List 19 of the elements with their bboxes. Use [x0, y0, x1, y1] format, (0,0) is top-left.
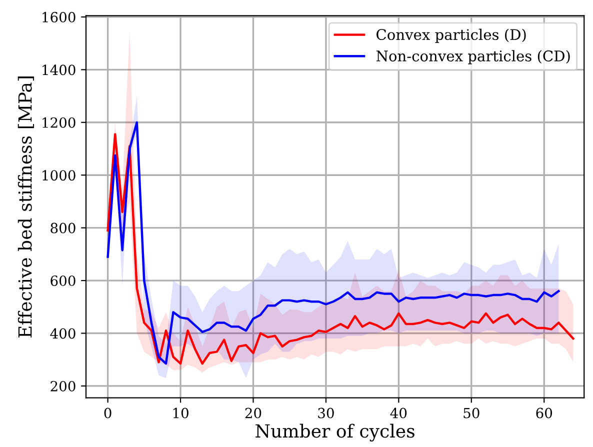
y-tick-label: 1400 [42, 64, 76, 76]
y-tick-label: 1000 [42, 170, 76, 181]
y-tick-label: 1200 [42, 117, 76, 128]
y-tick-label: 1600 [42, 12, 76, 22]
x-tick-label: 20 [245, 408, 262, 418]
y-axis-title: Effective bed stiffness [MPa] [18, 76, 34, 338]
legend-label: Non-convex particles (CD) [376, 50, 570, 64]
x-tick-label: 30 [318, 408, 334, 418]
x-tick-label: 60 [536, 408, 552, 418]
x-tick-label: 40 [390, 408, 407, 418]
x-tick-label: 10 [173, 408, 188, 418]
y-tick-label: 400 [50, 328, 76, 339]
y-tick-label: 800 [50, 222, 76, 234]
y-tick-label: 600 [50, 276, 76, 286]
x-axis-title: Number of cycles [256, 424, 414, 442]
legend-label: Convex particles (D) [376, 28, 526, 43]
x-tick-label: 50 [464, 408, 480, 418]
x-tick-label: 0 [104, 408, 112, 418]
y-tick-label: 200 [50, 380, 76, 392]
